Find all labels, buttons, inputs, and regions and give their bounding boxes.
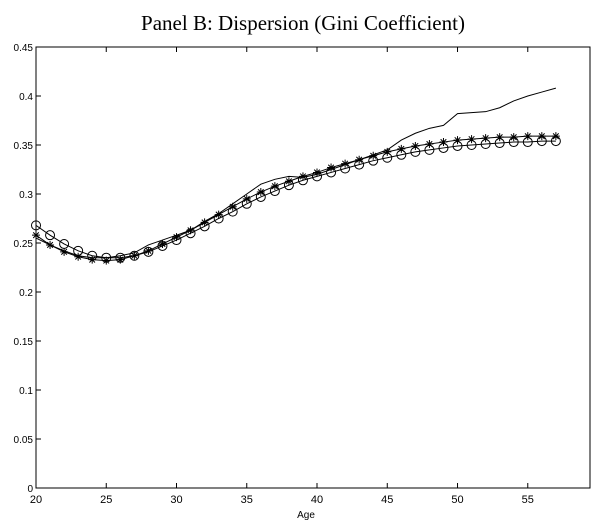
circle-marker (255, 191, 266, 202)
circle-marker (424, 144, 435, 155)
star-marker (481, 134, 490, 143)
circle-marker (157, 240, 168, 251)
circle-marker (396, 149, 407, 160)
circle-marker (438, 142, 449, 153)
circle-marker (522, 137, 533, 148)
circle-marker (550, 136, 561, 147)
star-marker (46, 240, 55, 249)
x-tick-label: 50 (451, 494, 463, 506)
circle-marker (185, 228, 196, 239)
star-marker (214, 210, 223, 219)
star-marker (144, 246, 153, 255)
y-tick-label: 0.4 (19, 92, 33, 103)
series-line (35, 140, 556, 259)
star-marker (397, 144, 406, 153)
y-tick-label: 0.2 (19, 288, 33, 299)
series-line (35, 135, 556, 262)
star-marker (102, 256, 111, 265)
star-marker (32, 231, 40, 240)
star-marker (60, 247, 69, 256)
star-marker (186, 226, 195, 235)
x-tick-label: 30 (170, 494, 182, 506)
circle-marker (171, 235, 182, 246)
circle-marker (227, 206, 238, 217)
circle-marker (115, 252, 126, 263)
y-tick-label: 0.15 (14, 337, 34, 348)
circle-marker (101, 252, 112, 263)
circle-marker (213, 213, 224, 224)
plot-frame (35, 46, 591, 489)
circle-marker (494, 138, 505, 149)
star-marker (411, 141, 420, 150)
y-tick-label: 0.25 (14, 239, 34, 250)
star-marker (383, 147, 392, 156)
x-tick-label: 20 (30, 494, 42, 506)
x-tick-label: 25 (100, 494, 112, 506)
y-tick-label: 0.05 (14, 435, 34, 446)
series-line (35, 87, 557, 259)
circle-marker (269, 186, 280, 197)
star-marker (523, 132, 532, 141)
star-marker (172, 233, 181, 242)
y-tick-label: 0.3 (19, 190, 33, 201)
star-marker (116, 255, 125, 264)
star-marker (74, 252, 83, 261)
circle-marker (87, 250, 98, 261)
star-marker (284, 177, 293, 186)
circle-marker (410, 146, 421, 157)
star-marker (298, 172, 307, 181)
circle-marker (340, 163, 351, 174)
y-tick-label: 0.1 (19, 386, 33, 397)
circle-marker (241, 198, 252, 209)
star-marker (425, 140, 434, 149)
circle-marker (466, 140, 477, 150)
circle-marker (45, 230, 56, 241)
chart-title: Panel B: Dispersion (Gini Coefficient) (141, 11, 465, 35)
star-marker (158, 239, 167, 248)
y-tick-label: 0.35 (14, 141, 34, 152)
circle-marker (480, 139, 491, 150)
x-tick-label: 40 (311, 494, 323, 506)
x-tick-label: 55 (522, 494, 534, 506)
star-marker (453, 136, 462, 145)
circle-marker (368, 155, 379, 166)
star-marker (495, 133, 504, 142)
circle-marker (129, 250, 140, 261)
circle-marker (73, 245, 84, 256)
circle-marker (312, 171, 323, 182)
star-marker (200, 218, 209, 227)
x-tick-label: 35 (241, 494, 253, 506)
circle-marker (354, 159, 365, 170)
circle-marker (59, 238, 70, 249)
circle-marker (283, 180, 294, 191)
y-tick-label: 0 (27, 484, 33, 495)
star-marker (439, 138, 448, 147)
circle-marker (143, 246, 154, 257)
x-axis-label: Age (297, 510, 315, 521)
circle-marker (536, 136, 547, 147)
circle-marker (326, 167, 337, 178)
circle-marker (508, 137, 519, 148)
circle-marker (199, 221, 210, 232)
circle-marker (382, 152, 393, 163)
x-tick-label: 45 (381, 494, 393, 506)
star-marker (467, 135, 476, 144)
circle-marker (452, 140, 463, 151)
circle-marker (31, 220, 41, 231)
y-tick-label: 0.45 (14, 43, 34, 54)
star-marker (313, 168, 322, 177)
star-marker (88, 255, 97, 264)
circle-marker (297, 175, 308, 186)
